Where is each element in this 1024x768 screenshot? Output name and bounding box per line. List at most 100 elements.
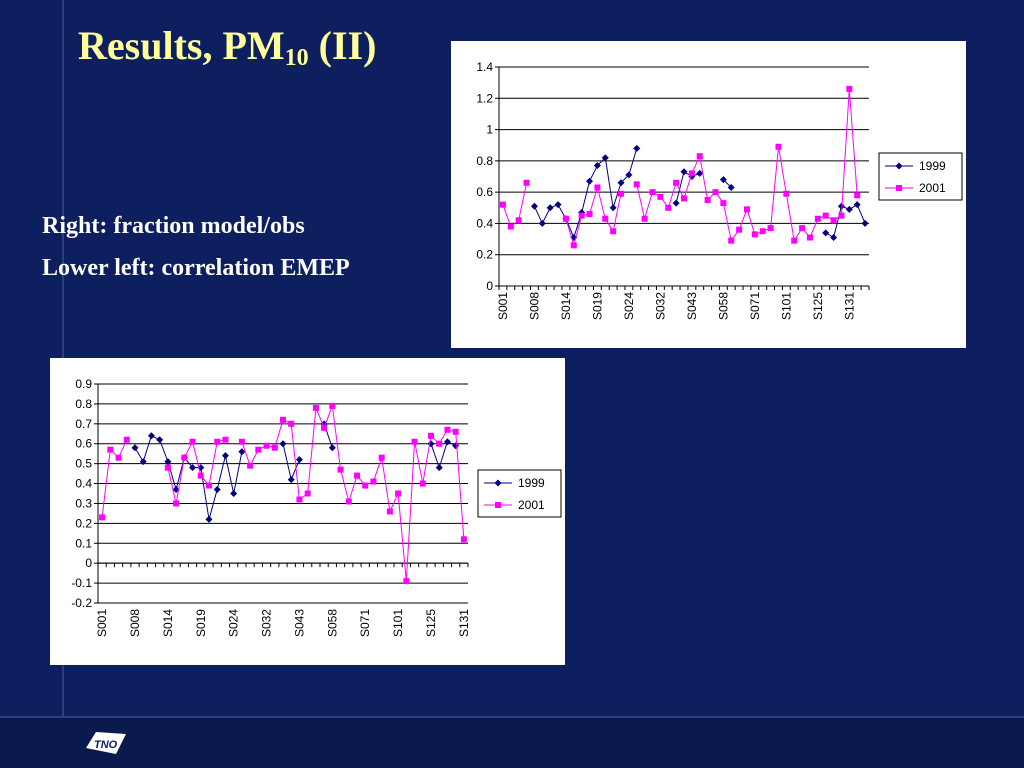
series-2001-point	[783, 190, 790, 197]
series-2001-point	[395, 490, 402, 497]
y-tick-label: 0.1	[75, 536, 92, 550]
legend-1999-label: 1999	[518, 476, 545, 490]
series-2001-point	[767, 225, 774, 232]
series-2001-point	[312, 404, 319, 411]
series-2001-point	[830, 217, 837, 224]
series-1999-point	[837, 202, 845, 210]
series-2001-point	[345, 498, 352, 505]
series-2001-point	[411, 438, 418, 445]
x-tick-label: S101	[779, 292, 793, 320]
series-2001-point	[799, 225, 806, 232]
series-2001-point	[107, 446, 114, 453]
series-2001-point	[728, 237, 735, 244]
x-tick-label: S008	[128, 609, 142, 637]
x-tick-label: S131	[842, 292, 856, 320]
series-1999-point	[861, 219, 869, 227]
series-2001-point	[523, 179, 530, 186]
series-1999-point	[147, 432, 155, 440]
y-tick-label: 0.7	[75, 417, 92, 431]
series-2001-line	[502, 182, 528, 228]
series-2001-point	[419, 480, 426, 487]
series-2001-point	[255, 446, 262, 453]
series-2001-line	[101, 439, 128, 518]
series-2001-point	[759, 228, 766, 235]
series-2001-point	[452, 428, 459, 435]
chart-correlation-emep: -0.2 -0.1 0 0.1 0.2 0.3 0.4 0.5 0.6 0.7 0.8 0.9 S001…	[50, 358, 565, 665]
series-2001-point	[688, 170, 695, 177]
series-2001-point	[296, 496, 303, 503]
series-1999-point	[328, 444, 336, 452]
series-2001-point	[378, 454, 385, 461]
series-2001-point	[673, 179, 680, 186]
series-2001-point	[263, 442, 270, 449]
y-tick-label: 0.3	[75, 496, 92, 510]
slide-title: Results, PM10 (II)	[78, 23, 376, 71]
series-2001-point	[321, 424, 328, 431]
series-2001-point	[586, 211, 593, 218]
series-1999-point	[633, 144, 641, 152]
legend-2001-marker	[896, 185, 902, 191]
series-1999-point	[164, 458, 172, 466]
series-1999-point	[238, 448, 246, 456]
tno-logo-shape	[86, 732, 126, 754]
series-2001-point	[499, 201, 506, 208]
y-tick-label: 0.5	[75, 457, 92, 471]
series-2001-point	[214, 438, 221, 445]
series-1999-point	[719, 176, 727, 184]
y-tick-label: 0.4	[75, 477, 92, 491]
plot-area	[499, 67, 869, 286]
x-tick-label: S019	[590, 292, 604, 320]
series-2001-point	[562, 215, 569, 222]
series-2001-point	[633, 181, 640, 188]
series-2001-point	[570, 242, 577, 249]
y-tick-label: 0.4	[476, 216, 493, 230]
legend-1999-label: 1999	[919, 159, 946, 173]
series-2001-point	[271, 444, 278, 451]
series-1999-point	[452, 442, 460, 450]
series-2001-point	[247, 462, 254, 469]
series-1999-point	[845, 205, 853, 213]
series-1999-line	[430, 440, 456, 470]
x-tick-label: S008	[527, 292, 541, 320]
tno-logo: TNO	[86, 732, 126, 754]
series-2001-point	[806, 234, 813, 241]
series-1999-point	[554, 201, 562, 209]
y-tick-label: 0.6	[476, 185, 493, 199]
series-1999-point	[435, 464, 443, 472]
series-1999-point	[680, 168, 688, 176]
series-1999-point	[853, 201, 861, 209]
series-2001-point	[618, 190, 625, 197]
series-2001-point	[280, 416, 286, 423]
series-2001-point	[173, 500, 180, 507]
title-main: Results, PM	[78, 23, 285, 68]
x-tick-label: S131	[457, 609, 471, 637]
series-2001-point	[736, 226, 743, 233]
series-1999-point	[139, 458, 147, 466]
series-1999-point	[287, 476, 295, 484]
x-tick-label: S058	[325, 609, 339, 637]
series-2001-point	[206, 482, 212, 489]
y-tick-label: 0	[486, 279, 493, 293]
series-1999-point	[546, 204, 554, 212]
series-2001-point	[814, 215, 821, 222]
series-2001-point	[386, 508, 393, 515]
series-2001-point	[189, 438, 196, 445]
series-1999-point	[586, 177, 594, 185]
series-2001-point	[515, 217, 522, 224]
series-1999-point	[609, 204, 617, 212]
y-tick-label: 0.8	[75, 397, 92, 411]
y-tick-label: 0.2	[476, 248, 493, 262]
tno-logo-text: TNO	[94, 739, 118, 751]
x-tick-label: S125	[424, 609, 438, 637]
series-2001-point	[362, 482, 369, 489]
series-1999-point	[213, 486, 221, 494]
x-tick-label: S024	[227, 609, 241, 637]
note-right: Right: fraction model/obs	[42, 213, 305, 239]
x-tick-label: S071	[748, 292, 762, 320]
series-2001-point	[436, 440, 443, 447]
series-2001-point	[238, 438, 245, 445]
x-tick-label: S058	[716, 292, 730, 320]
series-1999-point	[443, 438, 451, 446]
x-tick-label: S024	[622, 292, 636, 320]
series-2001-point	[354, 472, 360, 479]
